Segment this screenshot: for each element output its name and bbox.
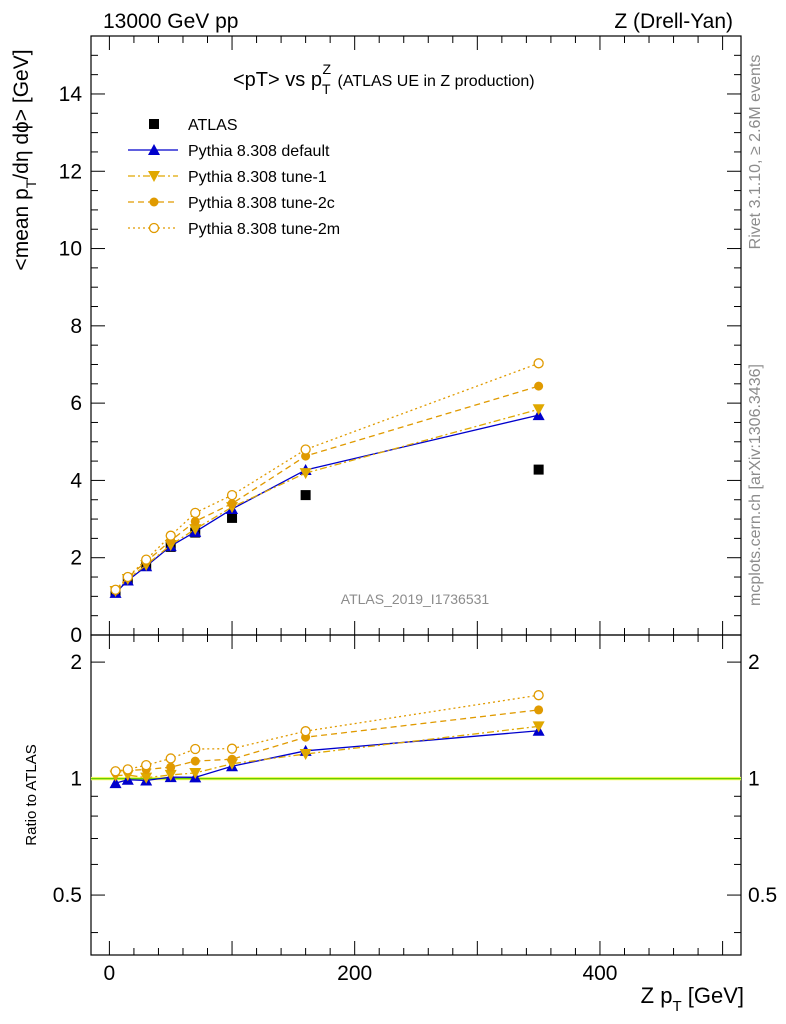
ratio-point-pythia-8-308-tune-2c <box>166 762 176 772</box>
ratio-point-pythia-8-308-tune-1 <box>164 769 177 781</box>
data-point-pythia-8-308-tune-2m <box>226 489 238 501</box>
legend-label-atlas: ATLAS <box>188 117 238 134</box>
ratio-point-pythia-8-308-tune-2c <box>190 756 200 766</box>
data-point-pythia-8-308-tune-1 <box>299 468 312 480</box>
ratio-y-axis-label: Ratio to ATLAS <box>23 744 40 845</box>
x-tick-label: 400 <box>582 962 617 985</box>
legend-marker-pythia-8-308-tune-2c <box>149 197 159 207</box>
ratio-point-pythia-8-308-tune-2m <box>141 759 152 771</box>
data-point-pythia-8-308-tune-1 <box>189 524 202 536</box>
legend-label-pythia-8-308-tune-2m: Pythia 8.308 tune-2m <box>188 221 340 238</box>
ratio-line-pythia-8-308-default <box>115 730 539 784</box>
ratio-point-pythia-8-308-tune-2m <box>300 726 311 737</box>
ratio-y-tick-label: 1 <box>70 768 82 791</box>
legend-label-pythia-8-308-tune-2c: Pythia 8.308 tune-2c <box>188 195 335 212</box>
data-point-pythia-8-308-tune-2c <box>534 381 544 391</box>
legend-marker-atlas <box>149 119 159 129</box>
data-point-pythia-8-308-tune-2m <box>165 530 176 541</box>
data-point-pythia-8-308-tune-1 <box>532 404 545 416</box>
data-point-atlas <box>227 512 238 523</box>
header-right: Z (Drell-Yan) <box>614 10 733 33</box>
ratio-line-pythia-8-308-tune-1 <box>115 725 539 779</box>
ratio-point-pythia-8-308-tune-2m <box>110 766 121 777</box>
main-y-tick-label: 6 <box>70 392 82 415</box>
ratio-point-pythia-8-308-tune-1 <box>532 721 545 733</box>
ratio-point-pythia-8-308-tune-2m <box>122 764 133 775</box>
x-tick-label: 0 <box>104 962 116 985</box>
series-line-pythia-8-308-tune-2m <box>115 362 539 591</box>
main-y-tick-label: 10 <box>59 238 82 261</box>
legend-marker-pythia-8-308-tune-1 <box>148 171 160 182</box>
ratio-y-tick-label-right: 2 <box>748 651 760 674</box>
main-y-tick-label: 4 <box>70 469 82 492</box>
ratio-point-pythia-8-308-tune-2m <box>165 753 176 764</box>
data-point-pythia-8-308-tune-2m <box>300 444 311 455</box>
legend-marker-pythia-8-308-default <box>148 144 160 155</box>
header-left: 13000 GeV pp <box>103 10 238 33</box>
data-point-pythia-8-308-tune-2m <box>190 507 201 519</box>
ratio-line-pythia-8-308-tune-2m <box>115 694 539 772</box>
data-point-pythia-8-308-tune-2m <box>141 554 152 565</box>
mcplots-credit: mcplots.cern.ch [arXiv:1306.3436] <box>747 364 764 606</box>
ratio-y-tick-label-right: 1 <box>748 768 760 791</box>
main-y-tick-label: 0 <box>70 624 82 647</box>
ratio-y-tick-label-right: 0.5 <box>748 884 777 907</box>
main-y-tick-label: 14 <box>59 83 83 106</box>
analysis-id: ATLAS_2019_I1736531 <box>341 591 490 607</box>
ratio-point-pythia-8-308-tune-1 <box>189 767 202 779</box>
data-point-pythia-8-308-tune-2c <box>190 516 200 526</box>
ratio-plot-frame <box>90 634 742 956</box>
ratio-point-pythia-8-308-tune-2m <box>226 743 238 754</box>
series-line-pythia-8-308-tune-1 <box>115 408 539 592</box>
main-y-axis-label: <mean pT/dη dϕ> [GeV] <box>10 49 39 270</box>
ratio-point-pythia-8-308-tune-2m <box>533 690 544 701</box>
x-axis-label: Z pT [GeV] <box>641 983 744 1015</box>
ratio-point-pythia-8-308-tune-2m <box>190 743 201 755</box>
axis-ticks <box>91 35 741 955</box>
legend-label-pythia-8-308-default: Pythia 8.308 default <box>188 143 330 160</box>
main-y-tick-label: 8 <box>70 315 82 338</box>
rivet-version: Rivet 3.1.10, ≥ 2.6M events <box>747 55 764 250</box>
ratio-series <box>91 690 741 789</box>
legend: ATLAS Pythia 8.308 default Pythia 8.308 tu… <box>128 117 340 238</box>
main-y-tick-label: 12 <box>59 160 82 183</box>
series-line-pythia-8-308-tune-2c <box>115 385 539 591</box>
data-point-atlas <box>533 464 544 475</box>
ratio-point-pythia-8-308-tune-2c <box>534 705 544 715</box>
legend-label-pythia-8-308-tune-1: Pythia 8.308 tune-1 <box>188 169 327 186</box>
data-series <box>109 358 545 598</box>
data-point-atlas <box>300 490 311 501</box>
data-point-pythia-8-308-tune-2m <box>110 584 121 595</box>
data-point-pythia-8-308-tune-2c <box>227 499 237 509</box>
data-point-pythia-8-308-tune-2m <box>122 571 133 583</box>
legend-marker-pythia-8-308-tune-2m <box>148 222 160 234</box>
ratio-point-pythia-8-308-tune-2c <box>227 754 237 764</box>
ratio-line-pythia-8-308-tune-2c <box>115 709 539 774</box>
ratio-point-pythia-8-308-default <box>109 777 122 789</box>
x-tick-label: 200 <box>337 962 372 985</box>
ratio-y-tick-label: 0.5 <box>53 884 82 907</box>
main-title: <pT> vs pTZ (ATLAS UE in Z production) <box>233 61 535 97</box>
ratio-y-tick-label: 2 <box>70 651 82 674</box>
main-y-tick-label: 2 <box>70 547 82 570</box>
ratio-point-pythia-8-308-tune-1 <box>140 772 153 784</box>
data-point-pythia-8-308-tune-2m <box>533 358 544 369</box>
ratio-point-pythia-8-308-tune-1 <box>299 749 312 761</box>
